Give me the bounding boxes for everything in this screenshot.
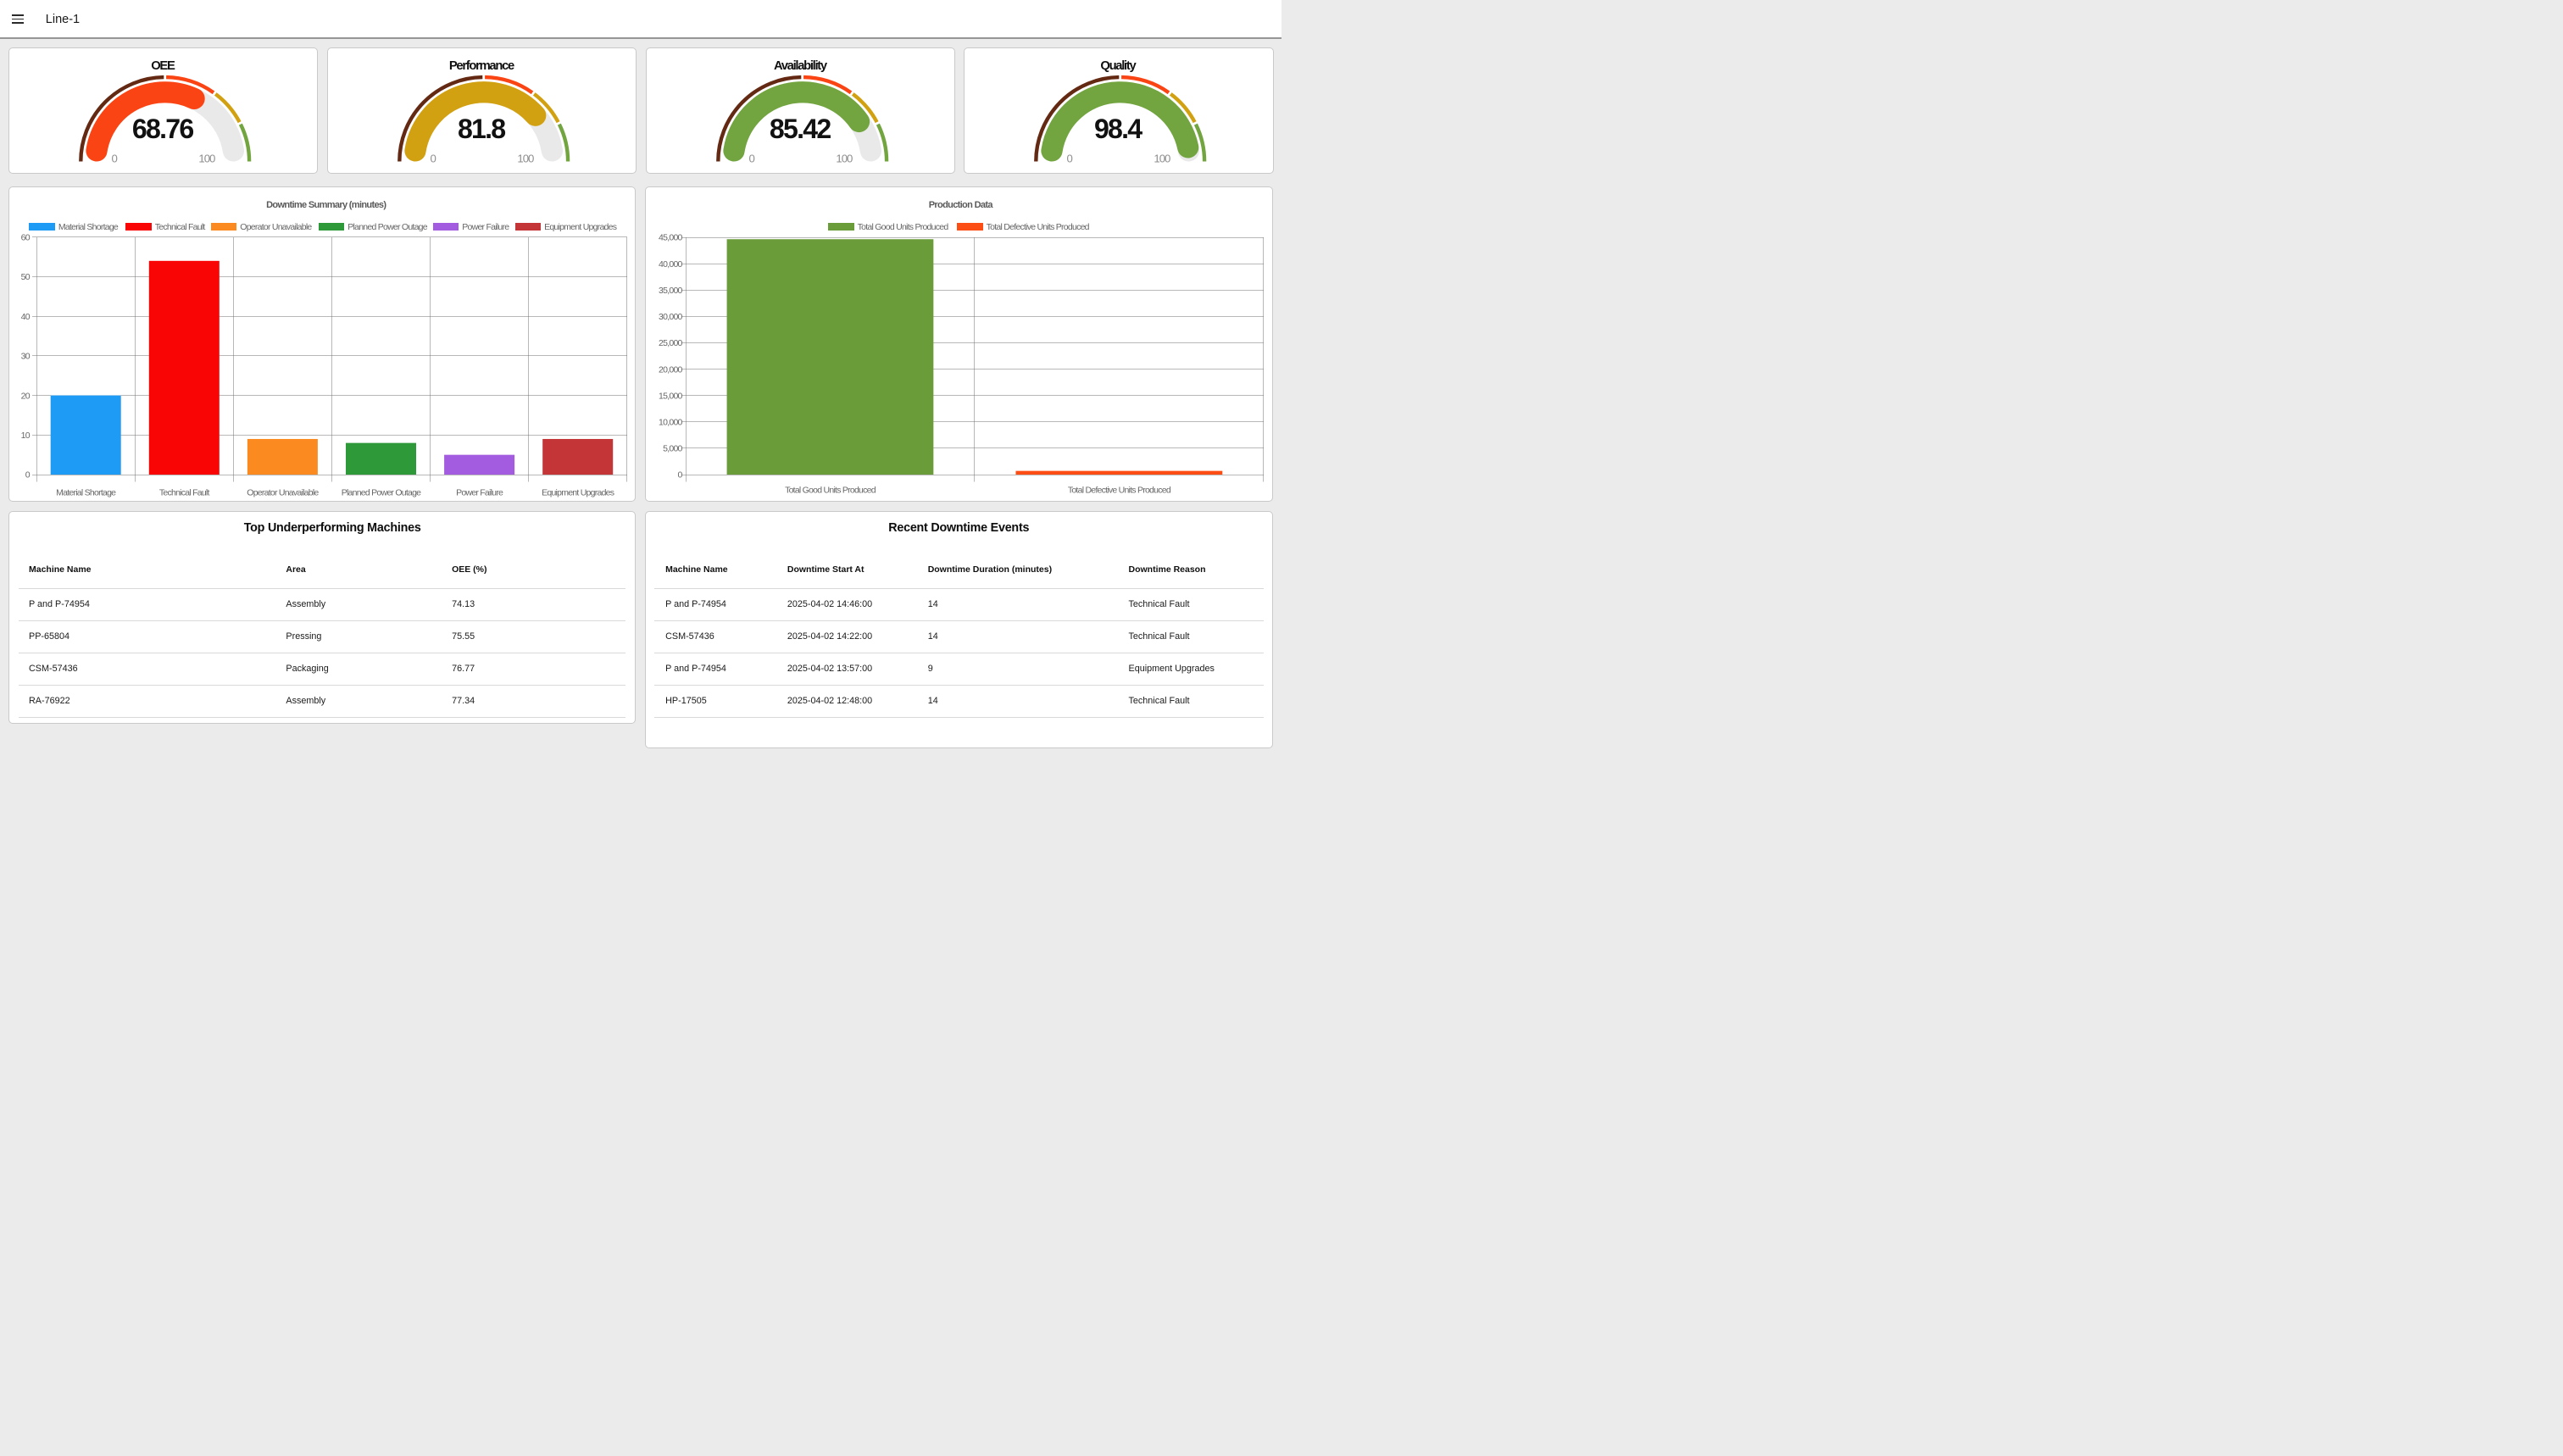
- svg-text:45,000: 45,000: [659, 233, 683, 243]
- svg-text:10: 10: [21, 431, 31, 441]
- svg-text:0: 0: [112, 152, 118, 164]
- svg-text:40: 40: [21, 312, 31, 322]
- svg-text:60: 60: [21, 233, 31, 243]
- svg-text:5,000: 5,000: [663, 444, 682, 454]
- svg-text:Operator Unavailable: Operator Unavailable: [247, 488, 319, 498]
- svg-text:30: 30: [21, 352, 31, 362]
- svg-text:Planned Power Outage: Planned Power Outage: [342, 488, 421, 498]
- svg-text:0: 0: [1067, 152, 1073, 164]
- svg-text:Material Shortage: Material Shortage: [56, 488, 116, 498]
- svg-text:20,000: 20,000: [659, 364, 683, 375]
- svg-text:15,000: 15,000: [659, 391, 683, 401]
- svg-text:100: 100: [1154, 152, 1171, 164]
- svg-text:100: 100: [198, 152, 215, 164]
- svg-text:0: 0: [430, 152, 436, 164]
- svg-text:10,000: 10,000: [659, 417, 683, 427]
- svg-text:0: 0: [677, 470, 682, 481]
- svg-text:100: 100: [517, 152, 534, 164]
- svg-text:35,000: 35,000: [659, 286, 683, 296]
- svg-text:30,000: 30,000: [659, 312, 683, 322]
- svg-text:Technical Fault: Technical Fault: [159, 488, 210, 498]
- svg-text:68.76: 68.76: [132, 113, 193, 143]
- svg-text:85.42: 85.42: [770, 113, 831, 143]
- svg-text:81.8: 81.8: [458, 113, 505, 143]
- svg-text:0: 0: [25, 470, 31, 481]
- svg-text:Total Defective Units Produced: Total Defective Units Produced: [1067, 486, 1170, 496]
- svg-text:Equipment Upgrades: Equipment Upgrades: [542, 488, 614, 498]
- svg-text:Performance: Performance: [449, 59, 514, 73]
- svg-text:40,000: 40,000: [659, 259, 683, 270]
- svg-text:20: 20: [21, 391, 31, 401]
- svg-text:25,000: 25,000: [659, 338, 683, 348]
- svg-text:100: 100: [836, 152, 853, 164]
- svg-text:Power Failure: Power Failure: [456, 488, 503, 498]
- svg-text:Total Good Units Produced: Total Good Units Produced: [785, 486, 876, 496]
- svg-text:Quality: Quality: [1101, 59, 1137, 73]
- svg-text:Availability: Availability: [774, 59, 828, 73]
- svg-text:98.4: 98.4: [1094, 113, 1143, 143]
- svg-text:50: 50: [21, 272, 31, 282]
- svg-text:0: 0: [748, 152, 754, 164]
- svg-text:OEE: OEE: [151, 59, 175, 73]
